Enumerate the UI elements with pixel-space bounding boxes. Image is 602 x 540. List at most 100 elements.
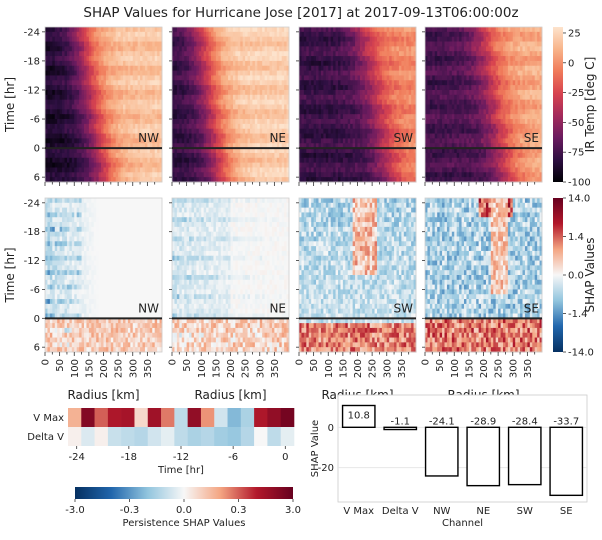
heatmap-cell — [362, 129, 365, 134]
heatmap-cell — [192, 114, 195, 119]
heatmap-cell — [447, 27, 450, 32]
heatmap-cell — [311, 129, 314, 134]
heatmap-cell — [218, 172, 221, 177]
heatmap-cell — [74, 153, 77, 158]
heatmap-cell — [394, 163, 397, 168]
heatmap-cell — [343, 114, 346, 119]
heatmap-cell — [389, 100, 392, 105]
heatmap-cell — [96, 134, 99, 139]
heatmap-cell — [201, 75, 204, 80]
heatmap-cell — [336, 119, 339, 124]
heatmap-cell — [52, 71, 55, 76]
heatmap-cell — [248, 37, 251, 42]
heatmap-cell — [248, 105, 251, 110]
heatmap-cell — [367, 56, 370, 61]
heatmap-cell — [404, 80, 407, 85]
heatmap-cell — [221, 109, 224, 114]
heatmap-cell — [189, 124, 192, 129]
heatmap-cell — [401, 153, 404, 158]
heatmap-cell — [91, 61, 94, 66]
heatmap-cell — [309, 85, 312, 90]
heatmap-cell — [133, 71, 136, 76]
heatmap-cell — [189, 158, 192, 163]
heatmap-cell — [199, 32, 202, 37]
heatmap-cell — [74, 51, 77, 56]
heatmap-cell — [133, 163, 136, 168]
heatmap-cell — [304, 56, 307, 61]
heatmap-cell — [389, 95, 392, 100]
heatmap-cell — [233, 32, 236, 37]
heatmap-cell — [45, 153, 48, 158]
heatmap-cell — [282, 105, 285, 110]
heatmap-cell — [52, 42, 55, 47]
heatmap-cell — [345, 71, 348, 76]
heatmap-cell — [118, 75, 121, 80]
heatmap-cell — [345, 158, 348, 163]
heatmap-cell — [272, 124, 275, 129]
heatmap-cell — [89, 172, 92, 177]
heatmap-cell — [360, 100, 363, 105]
heatmap-cell — [216, 172, 219, 177]
heatmap-cell — [172, 109, 175, 114]
heatmap-cell — [221, 100, 224, 105]
heatmap-cell — [155, 61, 158, 66]
heatmap-cell — [147, 61, 150, 66]
heatmap-cell — [101, 95, 104, 100]
heatmap-cell — [525, 37, 528, 42]
heatmap-cell — [106, 153, 109, 158]
heatmap-cell — [94, 158, 97, 163]
heatmap-cell — [394, 32, 397, 37]
heatmap-cell — [84, 167, 87, 172]
heatmap-cell — [392, 80, 395, 85]
heatmap-cell — [218, 100, 221, 105]
heatmap-cell — [262, 61, 265, 66]
heatmap-cell — [314, 61, 317, 66]
heatmap-cell — [235, 172, 238, 177]
heatmap-cell — [284, 56, 287, 61]
heatmap-cell — [62, 66, 65, 71]
heatmap-cell — [243, 85, 246, 90]
heatmap-cell — [279, 172, 282, 177]
heatmap-cell — [406, 56, 409, 61]
heatmap-cell — [243, 134, 246, 139]
heatmap-cell — [106, 71, 109, 76]
heatmap-cell — [118, 134, 121, 139]
heatmap-cell — [362, 90, 365, 95]
heatmap-cell — [147, 100, 150, 105]
heatmap-cell — [265, 163, 268, 168]
heatmap-cell — [172, 75, 175, 80]
heatmap-cell — [69, 42, 72, 47]
heatmap-cell — [328, 32, 331, 37]
heatmap-cell — [182, 32, 185, 37]
heatmap-cell — [140, 51, 143, 56]
heatmap-cell — [496, 46, 499, 51]
heatmap-cell — [50, 105, 53, 110]
heatmap-cell — [216, 119, 219, 124]
heatmap-cell — [231, 109, 234, 114]
heatmap-cell — [52, 119, 55, 124]
heatmap-cell — [306, 167, 309, 172]
heatmap-cell — [179, 37, 182, 42]
heatmap-cell — [265, 80, 268, 85]
heatmap-cell — [157, 167, 160, 172]
heatmap-cell — [216, 85, 219, 90]
heatmap-cell — [57, 167, 60, 172]
heatmap-cell — [265, 61, 268, 66]
heatmap-cell — [350, 105, 353, 110]
heatmap-cell — [174, 124, 177, 129]
heatmap-cell — [113, 95, 116, 100]
heatmap-cell — [474, 32, 477, 37]
heatmap-cell — [157, 119, 160, 124]
heatmap-cell — [82, 119, 85, 124]
heatmap-cell — [279, 167, 282, 172]
heatmap-cell — [77, 105, 80, 110]
heatmap-cell — [367, 134, 370, 139]
heatmap-cell — [84, 134, 87, 139]
heatmap-cell — [55, 66, 58, 71]
heatmap-cell — [328, 71, 331, 76]
heatmap-cell — [204, 71, 207, 76]
heatmap-cell — [279, 42, 282, 47]
heatmap-cell — [65, 129, 68, 134]
heatmap-cell — [143, 163, 146, 168]
heatmap-cell — [221, 105, 224, 110]
